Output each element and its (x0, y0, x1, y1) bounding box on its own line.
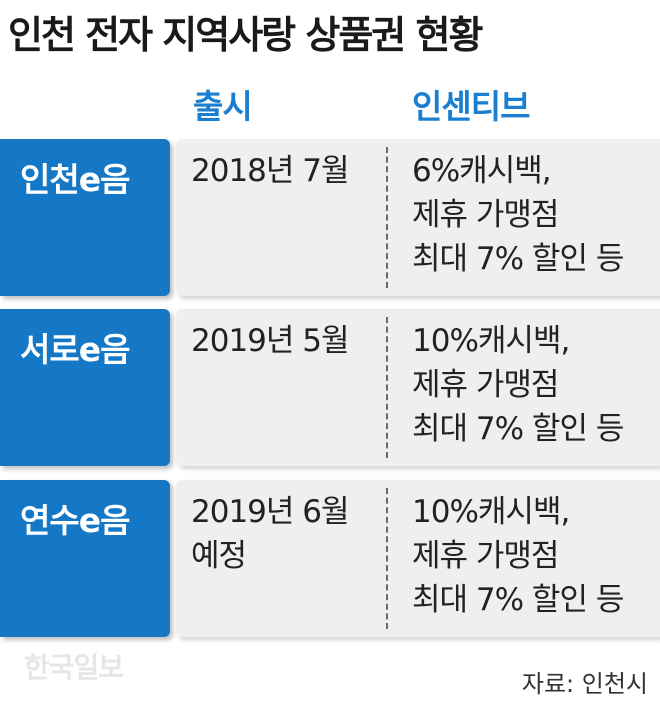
row-label-box: 연수e음 (0, 480, 170, 637)
column-header-incentive: 인센티브 (412, 87, 530, 126)
row-label-box: 인천e음 (0, 139, 170, 296)
incentive-line: 10%캐시백, (412, 323, 570, 359)
incentive-line: 최대 7% 할인 등 (412, 411, 624, 447)
incentive-line: 제휴 가맹점 (412, 197, 559, 233)
dashed-divider (386, 147, 388, 288)
page-title: 인천 전자 지역사랑 상품권 현황 (8, 13, 483, 57)
row-label-box: 서로e음 (0, 309, 170, 466)
row-body (176, 139, 660, 296)
dashed-divider (386, 488, 388, 629)
launch-line: 예정 (191, 538, 247, 574)
incentive-line: 6%캐시백, (412, 153, 552, 189)
watermark-logo: 한국일보 (24, 651, 124, 684)
launch-date: 2019년 6월 예정 (191, 490, 350, 578)
row-body (176, 309, 660, 466)
row-label: 서로e음 (20, 330, 130, 369)
incentive-line: 제휴 가맹점 (412, 367, 559, 403)
incentive-line: 제휴 가맹점 (412, 538, 559, 574)
incentive-text: 10%캐시백, 제휴 가맹점 최대 7% 할인 등 (412, 319, 624, 451)
table-row: 연수e음 2019년 6월 예정 10%캐시백, 제휴 가맹점 최대 7% 할인… (0, 480, 660, 637)
launch-line: 2019년 6월 (191, 494, 350, 530)
incentive-line: 최대 7% 할인 등 (412, 241, 624, 277)
table-row: 인천e음 2018년 7월 6%캐시백, 제휴 가맹점 최대 7% 할인 등 (0, 139, 660, 296)
row-body (176, 480, 660, 637)
launch-line: 2018년 7월 (191, 153, 350, 189)
incentive-line: 최대 7% 할인 등 (412, 582, 624, 618)
table-row: 서로e음 2019년 5월 10%캐시백, 제휴 가맹점 최대 7% 할인 등 (0, 309, 660, 466)
row-label: 연수e음 (20, 501, 130, 540)
row-label: 인천e음 (20, 160, 130, 199)
source-note: 자료: 인천시 (521, 670, 648, 698)
column-header-launch: 출시 (193, 87, 253, 126)
launch-date: 2019년 5월 (191, 319, 350, 363)
incentive-text: 10%캐시백, 제휴 가맹점 최대 7% 할인 등 (412, 490, 624, 622)
launch-line: 2019년 5월 (191, 323, 350, 359)
incentive-text: 6%캐시백, 제휴 가맹점 최대 7% 할인 등 (412, 149, 624, 281)
launch-date: 2018년 7월 (191, 149, 350, 193)
incentive-line: 10%캐시백, (412, 494, 570, 530)
dashed-divider (386, 317, 388, 458)
